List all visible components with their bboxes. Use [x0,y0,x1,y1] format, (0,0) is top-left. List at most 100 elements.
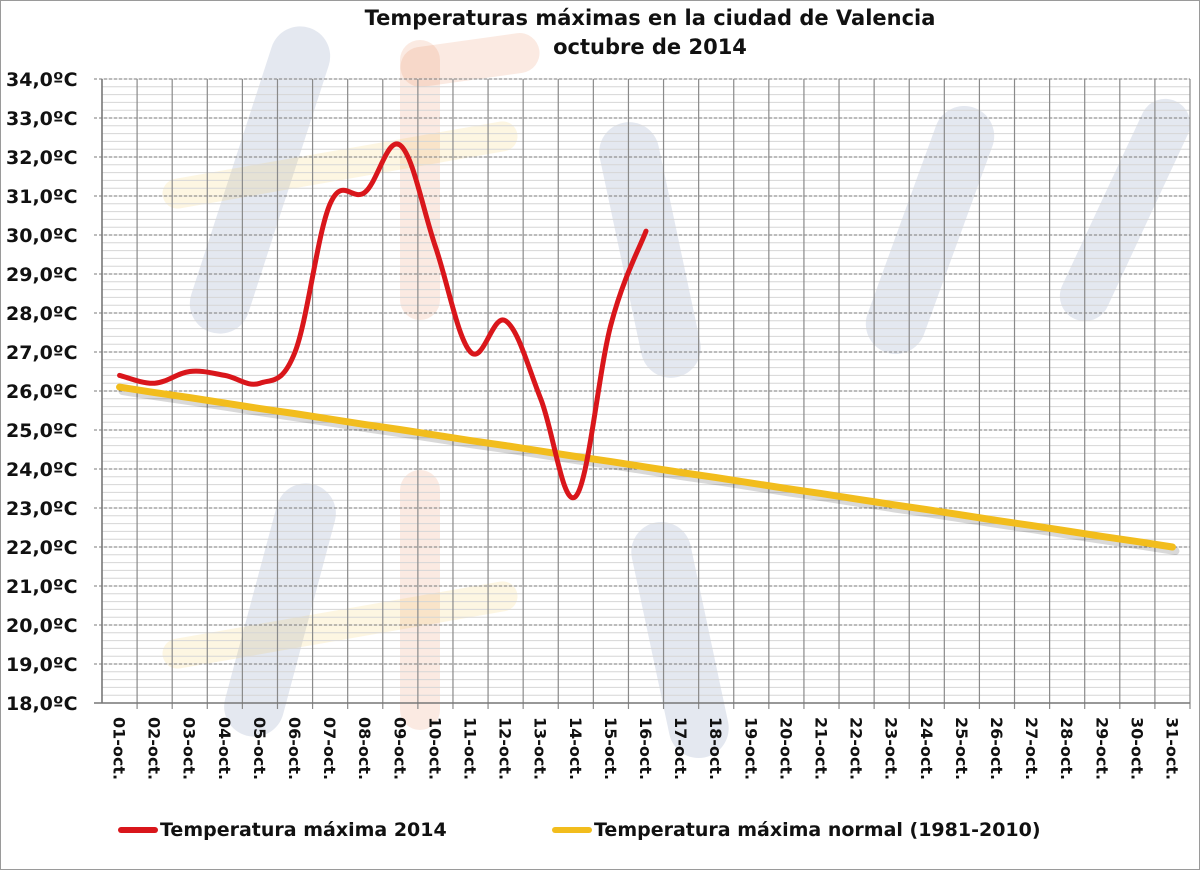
x-tick-label: 07-oct. [320,717,339,780]
data-point-normal [574,455,578,459]
data-point-normal [1135,540,1139,544]
x-tick-label: 08-oct. [355,717,374,780]
data-point-2014 [609,323,613,327]
data-point-normal [1065,529,1069,533]
data-point-2014 [258,381,262,385]
data-point-2014 [644,229,648,233]
y-tick-label: 34,0ºC [6,69,78,91]
data-point-normal [995,518,999,522]
data-point-2014 [574,494,578,498]
data-point-2014 [469,350,473,354]
y-tick-label: 19,0ºC [6,654,78,676]
data-point-2014 [504,319,508,323]
y-tick-label: 33,0ºC [6,108,78,130]
data-point-normal [609,460,613,464]
y-tick-label: 18,0ºC [6,693,78,715]
data-point-normal [258,407,262,411]
legend-item-2014: Temperatura máxima 2014 [118,816,447,844]
x-tick-label: 06-oct. [285,717,304,780]
data-point-normal [153,391,157,395]
data-point-normal [855,497,859,501]
data-point-normal [398,428,402,432]
data-point-normal [749,481,753,485]
data-point-normal [363,423,367,427]
x-tick-label: 14-oct. [566,717,585,780]
data-point-normal [925,508,929,512]
data-point-normal [469,439,473,443]
data-point-2014 [398,143,402,147]
x-tick-label: 04-oct. [215,717,234,780]
data-point-2014 [153,381,157,385]
x-tick-label: 27-oct. [1022,717,1041,780]
watermark-stroke-7 [400,470,440,730]
data-point-2014 [539,397,543,401]
y-tick-label: 30,0ºC [6,225,78,247]
data-point-2014 [223,373,227,377]
series-line-normal [116,383,1176,551]
series-lines [116,141,1180,555]
y-tick-label: 22,0ºC [6,537,78,559]
data-point-normal [118,385,122,389]
x-tick-label: 02-oct. [145,717,164,780]
y-tick-label: 23,0ºC [6,498,78,520]
x-tick-label: 22-oct. [847,717,866,780]
x-tick-label: 29-oct. [1092,717,1111,780]
x-tick-label: 31-oct. [1162,717,1181,780]
x-tick-label: 24-oct. [917,717,936,780]
chart-subtitle: octubre de 2014 [553,35,747,59]
data-point-2014 [328,202,332,206]
x-tick-label: 20-oct. [776,717,795,780]
series-line-2014 [117,141,649,501]
y-tick-label: 24,0ºC [6,459,78,481]
data-point-normal [1100,534,1104,538]
y-tick-label: 28,0ºC [6,303,78,325]
x-tick-label: 26-oct. [987,717,1006,780]
data-point-normal [293,412,297,416]
x-tick-label: 09-oct. [390,717,409,780]
x-tick-label: 15-oct. [601,717,620,780]
y-tick-label: 32,0ºC [6,147,78,169]
chart-title: Temperaturas máximas en la ciudad de Val… [364,6,936,30]
x-tick-label: 17-oct. [671,717,690,780]
data-point-normal [1030,524,1034,528]
x-tick-label: 03-oct. [180,717,199,780]
data-point-normal [433,433,437,437]
legend-label-normal: Temperatura máxima normal (1981-2010) [594,819,1041,841]
data-point-normal [223,401,227,405]
y-tick-label: 20,0ºC [6,615,78,637]
data-point-2014 [188,370,192,374]
legend-item-normal: Temperatura máxima normal (1981-2010) [552,816,1041,844]
data-point-normal [819,492,823,496]
legend-swatch-2014 [118,827,158,833]
y-tick-label: 26,0ºC [6,381,78,403]
x-tick-label: 18-oct. [706,717,725,780]
vertical-gridlines [101,79,1191,709]
data-point-2014 [118,373,122,377]
data-point-2014 [293,350,297,354]
data-point-normal [328,417,332,421]
y-tick-labels: 34,0ºC 33,0ºC 32,0ºC 31,0ºC 30,0ºC 29,0ºC 28,0… [6,69,78,715]
x-tick-labels: 01-oct. 02-oct. 03-oct. 04-oct. 05-oct. 06-oc… [110,717,1182,780]
x-tick-label: 11-oct. [461,717,480,780]
data-point-normal [960,513,964,517]
x-tick-label: 13-oct. [531,717,550,780]
y-tick-label: 29,0ºC [6,264,78,286]
x-tick-label: 01-oct. [110,717,129,780]
axes [94,79,1190,704]
y-tick-label: 27,0ºC [6,342,78,364]
x-tick-label: 25-oct. [952,717,971,780]
data-point-2014 [433,245,437,249]
x-tick-label: 28-oct. [1057,717,1076,780]
y-tick-label: 25,0ºC [6,420,78,442]
data-point-normal [188,396,192,400]
data-point-normal [644,465,648,469]
x-tick-label: 30-oct. [1127,717,1146,780]
data-point-normal [714,476,718,480]
data-point-2014 [363,190,367,194]
x-tick-label: 23-oct. [882,717,901,780]
x-tick-label: 21-oct. [811,717,830,780]
x-tick-label: 10-oct. [425,717,444,780]
y-tick-label: 31,0ºC [6,186,78,208]
data-point-normal [784,487,788,491]
